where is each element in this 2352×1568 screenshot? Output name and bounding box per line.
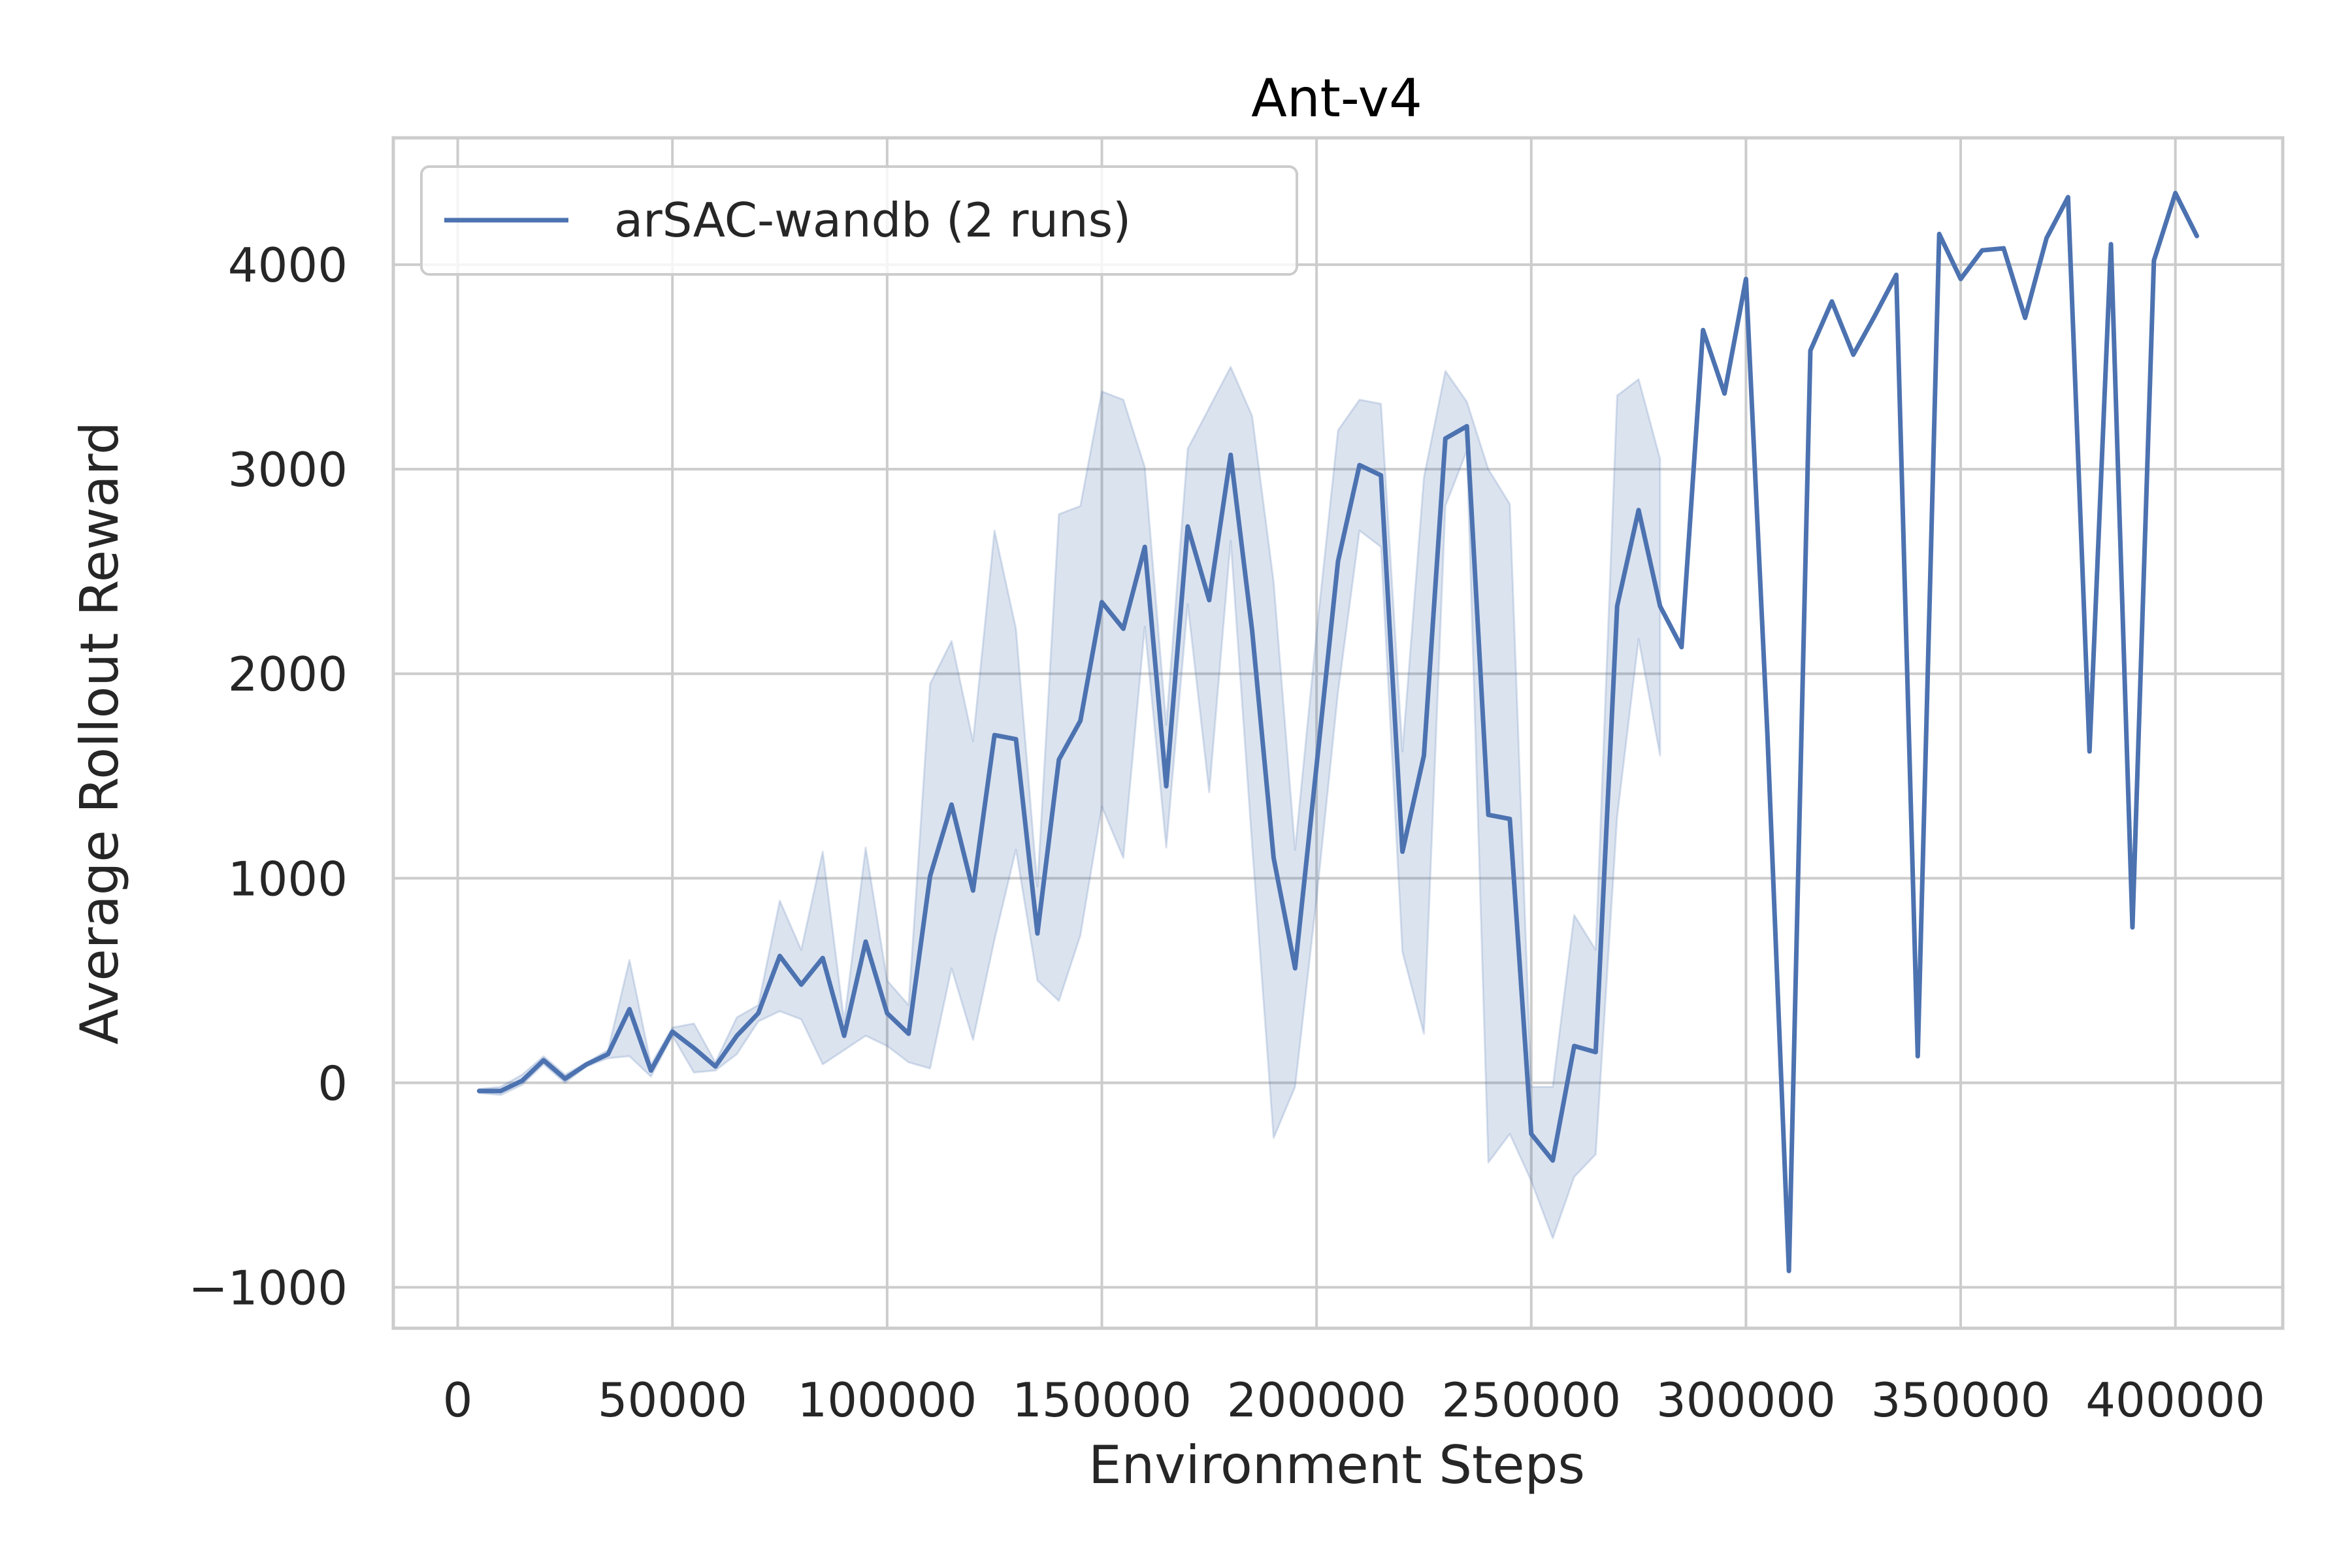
y-tick-label: 2000 — [228, 647, 348, 702]
grid — [393, 138, 2283, 1328]
plot-frame — [391, 136, 2285, 1330]
x-axis-label: Environment Steps — [1088, 1435, 1585, 1495]
x-tick-label: 400000 — [2085, 1373, 2265, 1428]
confidence-band — [478, 366, 1661, 1239]
legend: arSAC-wandb (2 runs) — [420, 165, 1298, 276]
x-tick-label: 150000 — [1012, 1373, 1192, 1428]
series-lines — [476, 191, 2200, 1273]
x-tick-label: 200000 — [1227, 1373, 1407, 1428]
x-tick-label: 300000 — [1656, 1373, 1836, 1428]
x-tick-label: 50000 — [598, 1373, 747, 1428]
legend-box — [420, 165, 1298, 276]
x-tick-label: 250000 — [1441, 1373, 1621, 1428]
y-tick-label: 3000 — [228, 442, 348, 497]
y-tick-labels: −1000 0 1000 2000 3000 4000 — [188, 238, 348, 1315]
x-tick-label: 350000 — [1871, 1373, 2051, 1428]
confidence-bands — [478, 366, 1661, 1239]
y-tick-label: −1000 — [188, 1260, 348, 1315]
x-tick-label: 0 — [443, 1373, 473, 1428]
x-tick-labels: 0 50000 100000 150000 200000 250000 300000 3500… — [443, 1373, 2265, 1428]
y-tick-label: 1000 — [228, 851, 348, 906]
y-tick-label: 0 — [318, 1056, 348, 1111]
chart-title: Ant-v4 — [1251, 68, 1422, 129]
series-line — [476, 191, 2200, 1273]
y-tick-label: 4000 — [228, 238, 348, 293]
legend-label: arSAC-wandb (2 runs) — [614, 193, 1131, 248]
x-tick-label: 100000 — [797, 1373, 977, 1428]
y-axis-label: Average Rollout Reward — [69, 421, 130, 1045]
